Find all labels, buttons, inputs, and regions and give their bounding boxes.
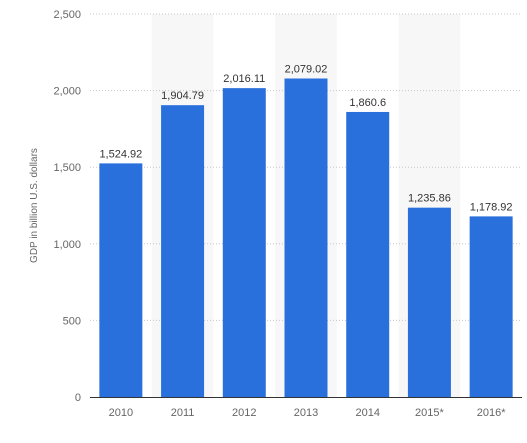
- bar-series: [99, 78, 513, 398]
- y-tick-label: 1,000: [53, 239, 81, 251]
- x-tick-label: 2014: [355, 407, 379, 419]
- y-tick-label: 500: [63, 315, 81, 327]
- data-label-2016*: 1,178.92: [470, 201, 513, 213]
- bar-2011[interactable]: [161, 105, 205, 398]
- x-tick-label: 2011: [171, 407, 195, 419]
- y-tick-label: 0: [75, 392, 81, 404]
- y-axis-ticks: 0 500 1,000 1,500 2,000 2,500: [53, 9, 81, 404]
- bar-2012[interactable]: [222, 88, 266, 397]
- data-label-2011: 1,904.79: [161, 90, 204, 102]
- data-label-2012: 2,016.11: [223, 73, 265, 85]
- bar-2015*[interactable]: [407, 207, 451, 397]
- y-axis-title: GDP in billion U.S. dollars: [29, 148, 40, 263]
- bar-2016*[interactable]: [469, 216, 513, 397]
- x-tick-label: 2015*: [415, 407, 444, 419]
- bar-2010[interactable]: [99, 163, 143, 397]
- x-tick-label: 2012: [232, 407, 256, 419]
- bar-2013[interactable]: [284, 78, 328, 397]
- data-label-2010: 1,524.92: [99, 148, 142, 160]
- x-tick-label: 2016*: [477, 407, 506, 419]
- y-tick-label: 2,000: [53, 86, 81, 98]
- x-axis-ticks: 2010 2011 2012 2013 2014 2015* 2016*: [109, 407, 507, 419]
- y-tick-label: 2,500: [53, 9, 81, 21]
- y-tick-label: 1,500: [53, 162, 81, 174]
- data-labels: 1,524.92 1,904.79 2,016.11 2,079.02 1,860.6 1…: [99, 63, 512, 213]
- x-tick-label: 2010: [109, 407, 133, 419]
- bar-2014[interactable]: [346, 111, 390, 397]
- data-label-2013: 2,079.02: [285, 63, 328, 75]
- data-label-2014: 1,860.6: [349, 97, 386, 109]
- x-tick-label: 2013: [294, 407, 318, 419]
- data-label-2015*: 1,235.86: [408, 193, 451, 205]
